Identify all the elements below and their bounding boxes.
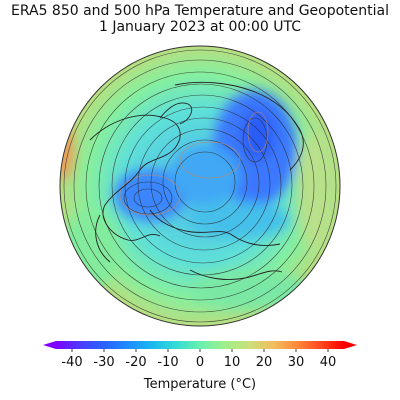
colorbar-extend-min: [43, 341, 56, 349]
colorbar-tick-label: -30: [93, 355, 115, 370]
colorbar-tick-label: 20: [255, 355, 273, 370]
colorbar-extend-max: [344, 341, 357, 349]
temperature-contours: [119, 111, 269, 216]
colorbar-tick-label: -20: [125, 355, 147, 370]
colorbar-tick-label: 0: [195, 355, 205, 370]
colorbar-tick-label: -10: [157, 355, 179, 370]
colorbar-label: Temperature (°C): [143, 377, 257, 392]
colorbar-tick-label: 10: [223, 355, 241, 370]
colorbar-tick-label: -40: [61, 355, 83, 370]
colorbar-tick-label: 30: [287, 355, 305, 370]
coastlines: [89, 81, 304, 281]
geopotential-contours: [63, 49, 337, 323]
colorbar-tick-label: 40: [319, 355, 337, 370]
figure-subtitle: 1 January 2023 at 00:00 UTC: [98, 19, 302, 35]
figure-title: ERA5 850 and 500 hPa Temperature and Geo…: [10, 3, 389, 19]
temperature-field: [60, 46, 340, 326]
colorbar-body: [56, 341, 344, 349]
map-boundary: [59, 45, 341, 327]
